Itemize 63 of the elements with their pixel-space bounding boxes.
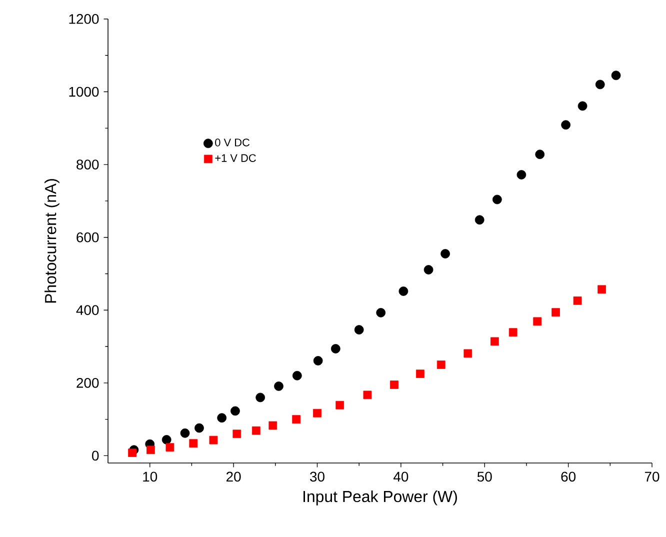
point — [398, 286, 408, 296]
point — [354, 325, 364, 334]
point — [552, 308, 560, 316]
point — [217, 413, 227, 423]
legend-label: 0 V DC — [215, 138, 250, 146]
point — [194, 423, 204, 433]
legend-label: +1 V DC — [215, 154, 256, 162]
point — [390, 380, 398, 389]
point — [578, 101, 588, 111]
point — [189, 439, 198, 448]
point — [436, 360, 446, 369]
y-tick-label: 0 — [92, 450, 99, 461]
point — [336, 400, 344, 410]
point — [561, 120, 570, 130]
y-tick-label: 800 — [76, 160, 99, 170]
point — [180, 428, 190, 438]
y-tick-label: 600 — [76, 232, 99, 242]
x-tick-label: 30 — [310, 472, 324, 482]
point — [611, 70, 621, 80]
point — [376, 308, 386, 318]
point — [128, 448, 136, 457]
y-tick-label: 1200 — [69, 14, 99, 24]
point — [363, 390, 372, 400]
point — [573, 296, 582, 305]
point — [464, 349, 472, 358]
y-tick-label: 1000 — [69, 86, 99, 97]
point — [492, 194, 502, 204]
point — [209, 436, 218, 444]
point — [166, 443, 174, 452]
point — [232, 430, 242, 438]
point — [313, 356, 323, 366]
point — [440, 249, 450, 258]
point — [256, 392, 266, 402]
point — [598, 285, 606, 294]
point — [516, 170, 526, 180]
x-tick-label: 10 — [143, 472, 158, 482]
x-tick-label: 70 — [644, 472, 660, 482]
y-tick-label: 400 — [76, 305, 99, 316]
x-axis-title: Input Peak Power (W) — [304, 490, 457, 506]
point — [252, 426, 260, 435]
point — [230, 406, 240, 416]
point — [313, 408, 322, 418]
point — [508, 328, 518, 337]
point — [424, 265, 434, 274]
point — [146, 446, 155, 454]
point — [274, 382, 284, 391]
point — [535, 150, 545, 160]
point — [595, 80, 605, 90]
x-tick-label: 60 — [561, 472, 576, 482]
y-tick-label: 200 — [76, 378, 99, 388]
x-tick-label: 20 — [226, 472, 241, 482]
x-tick-label: 40 — [393, 472, 408, 482]
y-axis-title: Photocurrent (nA) — [44, 179, 60, 303]
x-tick-label: 50 — [477, 472, 492, 482]
point — [490, 337, 499, 346]
point — [162, 435, 172, 444]
point — [474, 215, 484, 225]
point — [533, 317, 542, 326]
point — [268, 421, 278, 430]
point — [416, 370, 424, 378]
point — [292, 370, 302, 380]
point — [330, 344, 340, 354]
point — [292, 415, 300, 424]
